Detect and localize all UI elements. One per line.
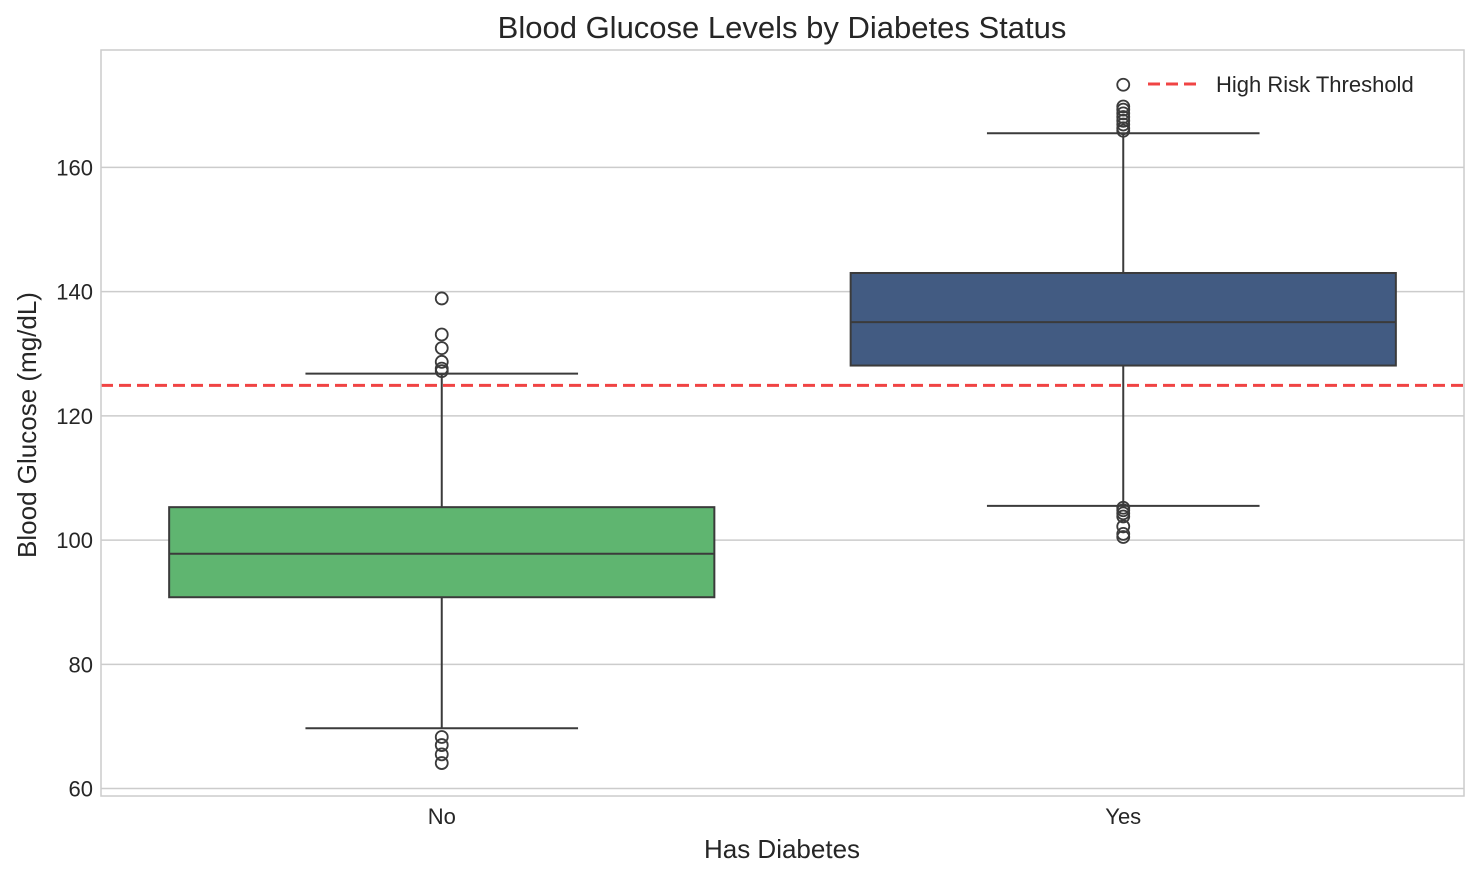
outlier-point [1116,500,1131,515]
y-tick-label: 120 [56,404,93,429]
box-group-no [168,291,716,770]
outlier-point [434,730,449,744]
y-tick-label: 60 [69,777,93,802]
x-tick-label: Yes [1105,804,1141,829]
legend: High Risk Threshold [1148,72,1414,97]
outlier-point [434,361,449,376]
outlier-point [434,738,449,752]
box-iqr [849,271,1397,367]
outlier-point [434,291,449,306]
x-tick-labels: No Yes [428,804,1142,829]
chart-title: Blood Glucose Levels by Diabetes Status [498,10,1067,45]
box-group-yes [849,77,1397,544]
outlier-point [1116,526,1131,541]
outlier-point [434,327,449,342]
y-axis-label: Blood Glucose (mg/dL) [12,292,42,558]
outlier-point [1116,106,1131,121]
y-tick-label: 160 [56,155,93,180]
y-tick-label: 100 [56,528,93,553]
y-tick-labels: 60 80 100 120 140 160 [56,155,93,801]
x-tick-label: No [428,804,456,829]
outlier-point [434,354,449,369]
legend-label: High Risk Threshold [1216,72,1414,97]
outlier-point [434,756,449,770]
outlier-point [434,341,449,356]
outlier-point [1116,77,1131,92]
y-tick-label: 140 [56,280,93,305]
outlier-point [1116,99,1131,114]
x-axis-label: Has Diabetes [704,834,860,864]
plot-area [101,50,1464,796]
outlier-point [434,747,449,762]
box-iqr [168,506,716,599]
y-tick-label: 80 [69,652,93,677]
outlier-point [1116,110,1131,124]
plot-frame [100,49,1465,797]
boxes [168,77,1397,770]
outlier-point [1116,519,1131,534]
